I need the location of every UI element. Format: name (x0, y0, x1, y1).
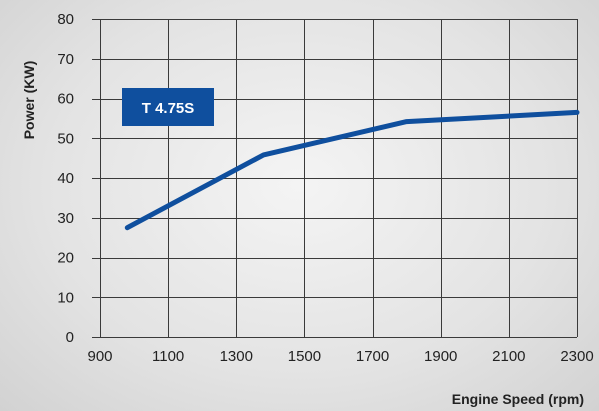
y-tick-label-70: 70 (57, 51, 74, 68)
x-axis-tick-labels: 900 1100 1300 1500 1700 1900 2100 2300 (87, 348, 593, 365)
y-tick-label-50: 50 (57, 130, 74, 147)
y-axis-title: Power (KW) (21, 61, 37, 140)
chart-grid (92, 19, 578, 338)
x-tick-label-1700: 1700 (356, 348, 389, 365)
y-tick-label-60: 60 (57, 91, 74, 108)
x-tick-label-2100: 2100 (492, 348, 525, 365)
y-axis-tick-labels: 0 10 20 30 40 50 60 70 80 (57, 11, 74, 346)
x-tick-label-1300: 1300 (220, 348, 253, 365)
power-curve-line (124, 109, 580, 231)
x-tick-label-1900: 1900 (424, 348, 457, 365)
y-tick-label-40: 40 (57, 170, 74, 187)
y-tick-label-0: 0 (66, 329, 74, 346)
y-tick-label-20: 20 (57, 250, 74, 267)
x-axis-title: Engine Speed (rpm) (452, 391, 584, 407)
y-tick-label-80: 80 (57, 11, 74, 28)
x-tick-label-2300: 2300 (560, 348, 593, 365)
x-tick-label-1100: 1100 (152, 348, 184, 365)
x-tick-label-1500: 1500 (288, 348, 321, 365)
model-label-box (122, 88, 214, 126)
model-label-text: T 4.75S (142, 100, 195, 117)
y-tick-label-30: 30 (57, 210, 74, 227)
chart-series (124, 109, 580, 231)
x-tick-label-900: 900 (87, 348, 112, 365)
chart-annotation: T 4.75S (122, 88, 214, 126)
y-tick-label-10: 10 (57, 289, 74, 306)
